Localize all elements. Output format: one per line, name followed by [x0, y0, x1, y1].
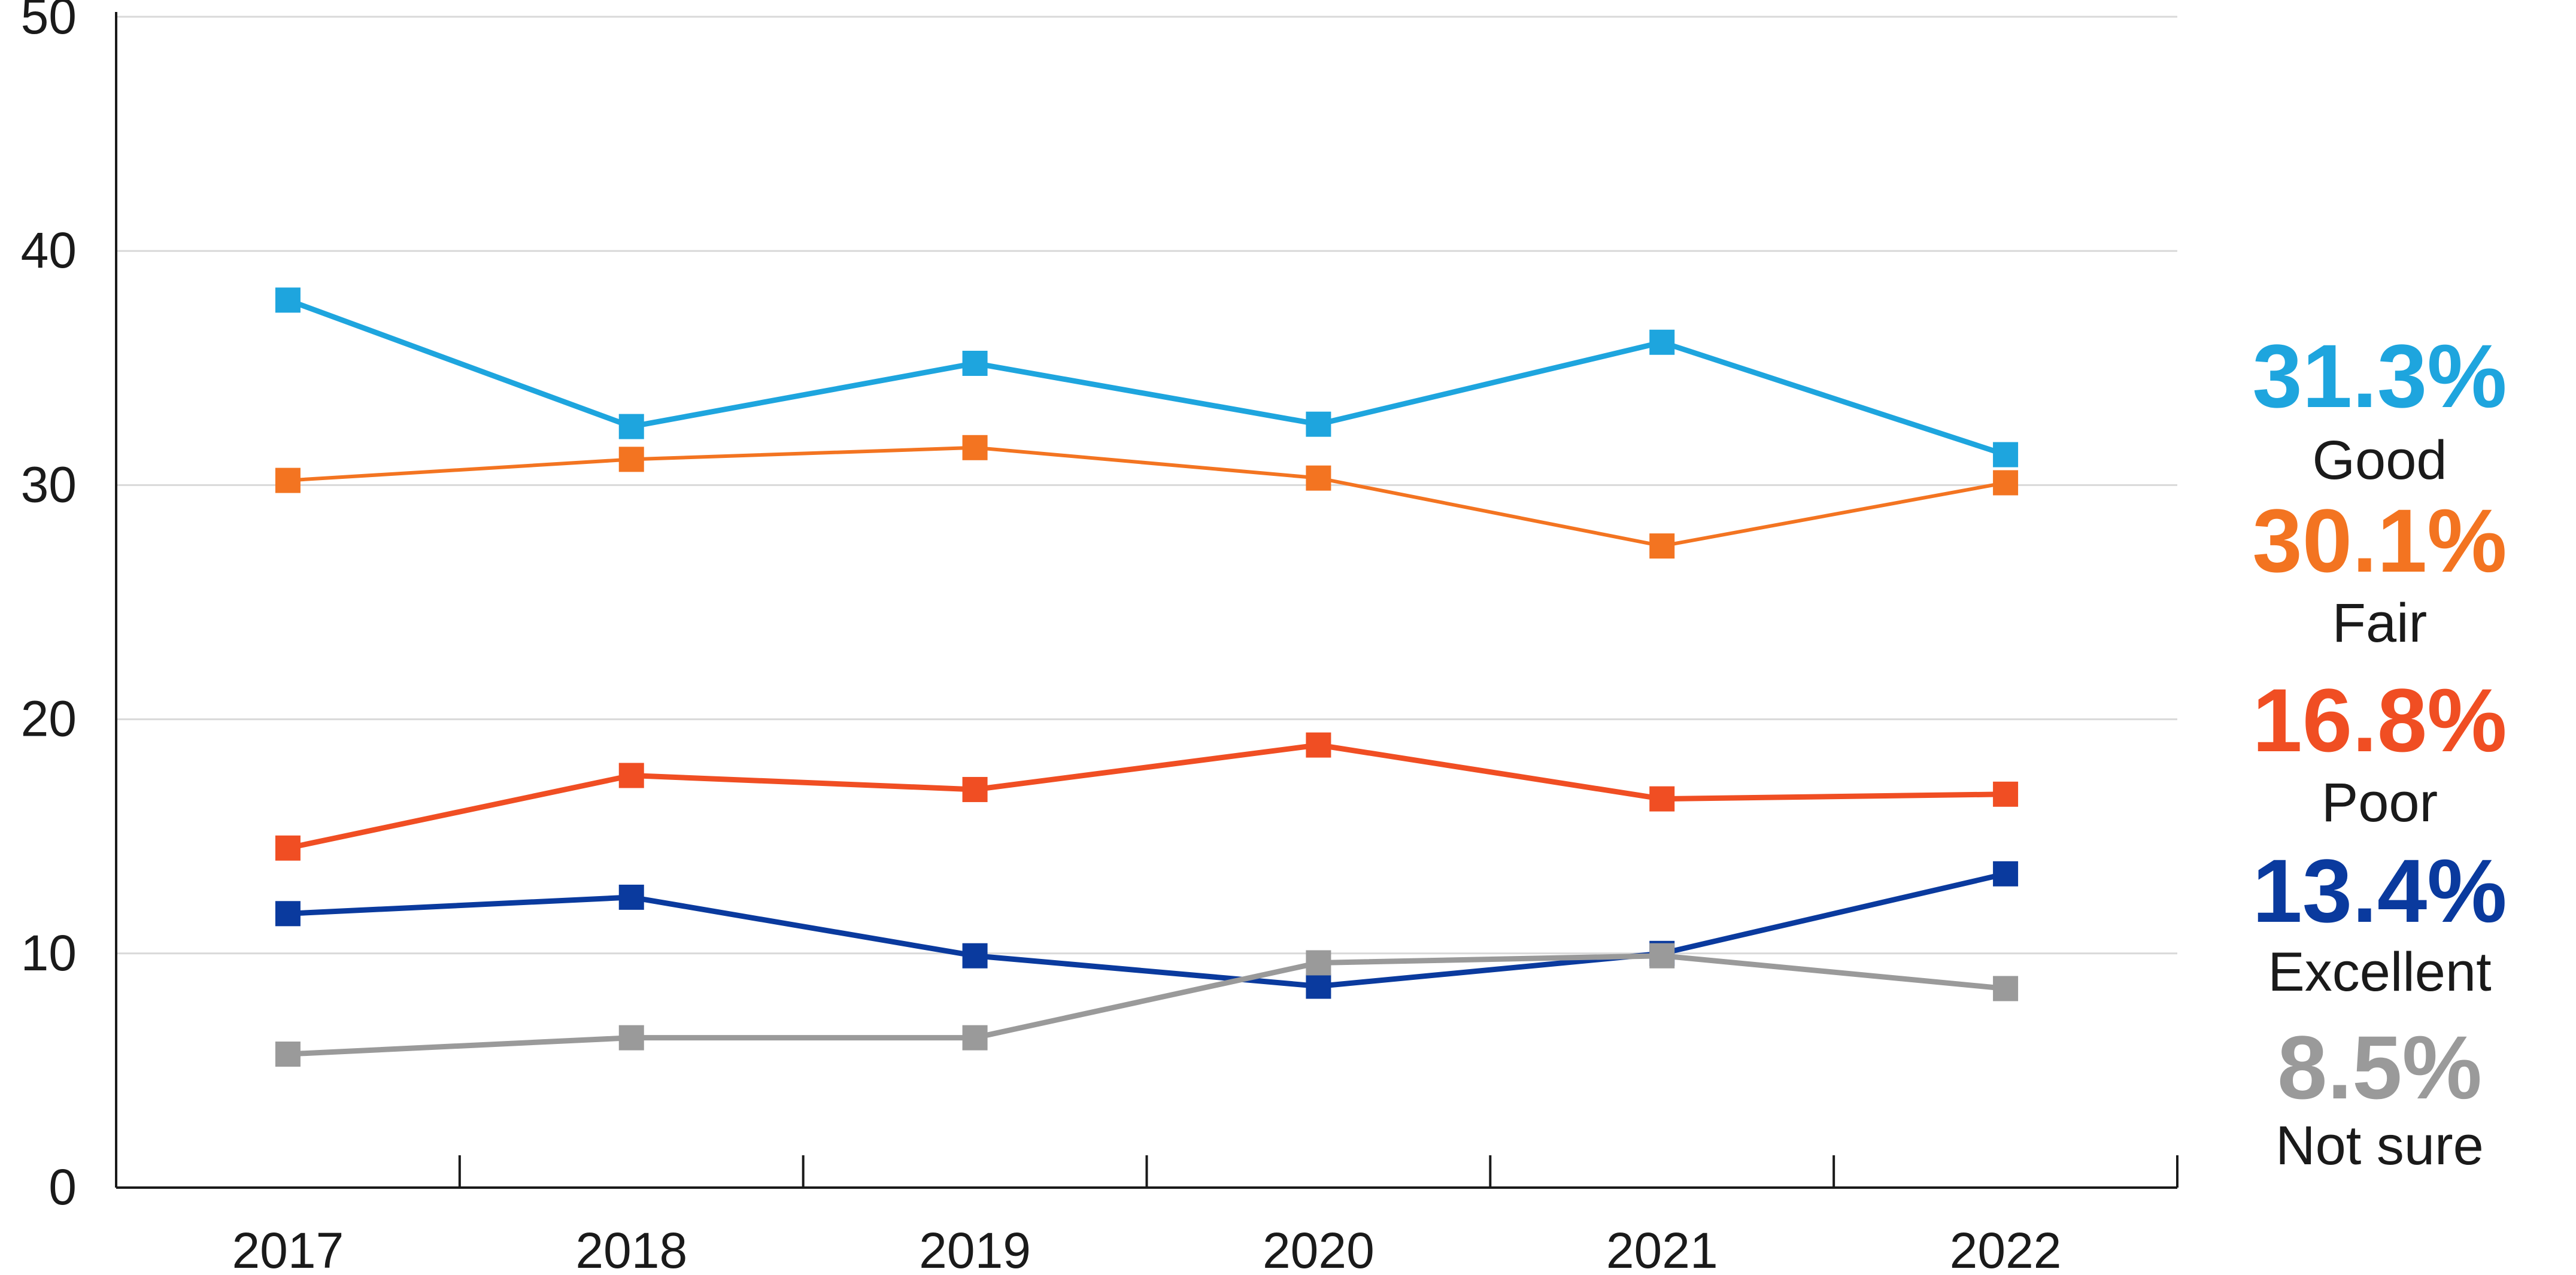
data-point-fair: [962, 435, 988, 460]
x-axis-ticks: 2017 2018 2019 2020 2021 2022: [232, 1222, 2061, 1275]
series-group: [275, 287, 2019, 1067]
x-tick-label: 2022: [1950, 1222, 2062, 1275]
grid-lines: [116, 16, 2177, 955]
data-point-good: [1993, 442, 2019, 468]
y-tick-label: 10: [21, 925, 77, 981]
data-point-good: [1649, 329, 1675, 355]
data-point-poor: [1306, 732, 1331, 758]
x-tick-label: 2021: [1606, 1222, 1718, 1275]
end-value-not-sure: 8.5%: [2277, 1017, 2482, 1118]
data-point-not-sure: [275, 1042, 301, 1067]
end-value-poor: 16.8%: [2252, 670, 2507, 770]
data-point-excellent: [618, 884, 644, 910]
end-value-excellent: 13.4%: [2252, 840, 2507, 941]
data-point-good: [962, 350, 988, 376]
end-value-good: 31.3%: [2252, 326, 2507, 426]
data-point-good: [618, 414, 644, 439]
y-tick-label: 0: [48, 1159, 77, 1215]
data-point-good: [275, 287, 301, 313]
end-name-excellent: Excellent: [2268, 942, 2491, 1003]
data-point-not-sure: [618, 1025, 644, 1051]
data-point-excellent: [962, 943, 988, 969]
data-point-poor: [1993, 781, 2019, 807]
data-point-fair: [618, 447, 644, 472]
series-line-fair: [287, 445, 2006, 548]
data-point-fair: [1649, 533, 1675, 559]
x-tick-label: 2019: [919, 1222, 1031, 1275]
x-tick-label: 2017: [232, 1222, 344, 1275]
data-point-poor: [1649, 786, 1675, 812]
axes: [115, 12, 2178, 1189]
data-point-excellent: [1993, 861, 2019, 887]
data-point-excellent: [275, 901, 301, 927]
data-point-fair: [1993, 470, 2019, 496]
series-line-excellent: [287, 871, 2007, 989]
data-point-poor: [275, 835, 301, 861]
series-line-good: [287, 298, 2007, 457]
data-point-poor: [962, 776, 988, 802]
data-point-fair: [1306, 465, 1331, 491]
end-name-not-sure: Not sure: [2275, 1115, 2484, 1176]
series-line-not-sure: [287, 953, 2006, 1057]
y-axis-ticks: 0 10 20 30 40 50: [21, 0, 77, 1215]
x-tick-label: 2018: [575, 1222, 687, 1275]
data-point-not-sure: [1993, 976, 2019, 1001]
data-point-not-sure: [1306, 950, 1331, 976]
data-point-poor: [618, 763, 644, 788]
data-point-not-sure: [1649, 943, 1675, 969]
x-tick-label: 2020: [1263, 1222, 1375, 1275]
end-name-poor: Poor: [2322, 772, 2438, 833]
y-tick-label: 50: [21, 0, 77, 44]
data-point-fair: [275, 468, 301, 493]
y-tick-label: 30: [21, 456, 77, 512]
data-point-good: [1306, 411, 1331, 437]
y-tick-label: 40: [21, 222, 77, 278]
series-line-poor: [287, 742, 2006, 851]
y-tick-label: 20: [21, 691, 77, 747]
end-name-fair: Fair: [2332, 593, 2427, 654]
end-name-good: Good: [2312, 430, 2447, 491]
data-point-excellent: [1306, 973, 1331, 999]
end-value-fair: 30.1%: [2252, 490, 2507, 591]
data-point-not-sure: [962, 1025, 988, 1051]
